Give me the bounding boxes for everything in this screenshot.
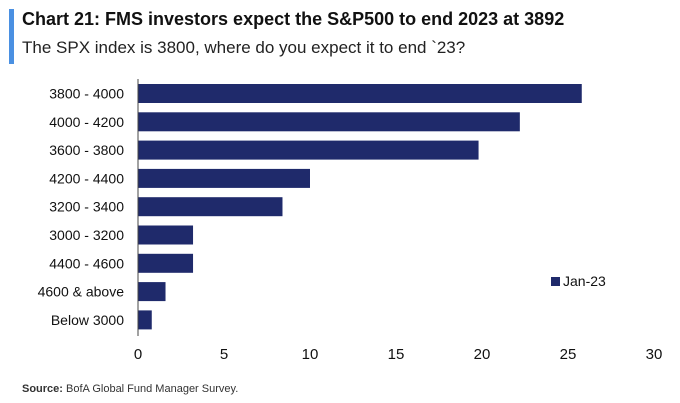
bar-3200-3400 [138, 197, 283, 217]
category-label: 4000 - 4200 [49, 114, 124, 130]
x-tick-label: 10 [302, 346, 319, 363]
category-label: Below 3000 [51, 312, 124, 328]
source-text: BofA Global Fund Manager Survey. [66, 383, 239, 395]
category-label: 3600 - 3800 [49, 142, 124, 158]
x-tick-label: 20 [474, 346, 491, 363]
bar-4200-4400 [138, 168, 310, 188]
x-tick-label: 30 [646, 346, 663, 363]
bar-3800-4000 [138, 84, 582, 103]
category-label: 4400 - 4600 [49, 255, 124, 271]
chart-title: Chart 21: FMS investors expect the S&P50… [22, 9, 565, 29]
chart-subtitle: The SPX index is 3800, where do you expe… [22, 38, 466, 57]
legend-label: Jan-23 [563, 273, 606, 289]
title-accent-bar [9, 9, 14, 64]
bar-4400-4600 [138, 253, 194, 273]
bar-below-3000 [138, 310, 152, 330]
bar-3600-3800 [138, 140, 479, 160]
source-label: Source: [22, 383, 63, 395]
bar-4600-above [138, 282, 166, 302]
x-tick-label: 15 [388, 346, 405, 363]
legend-swatch [551, 277, 560, 286]
source-note: Source: BofA Global Fund Manager Survey. [22, 383, 238, 395]
x-tick-label: 25 [560, 346, 577, 363]
bar-3000-3200 [138, 225, 194, 245]
category-label: 4600 & above [38, 284, 125, 300]
category-label: 3000 - 3200 [49, 227, 124, 243]
category-label: 4200 - 4400 [49, 170, 124, 186]
x-tick-label: 0 [134, 346, 142, 363]
category-label: 3200 - 3400 [49, 199, 124, 215]
bar-4000-4200 [138, 112, 520, 132]
category-label: 3800 - 4000 [49, 86, 124, 102]
x-tick-label: 5 [220, 346, 228, 363]
